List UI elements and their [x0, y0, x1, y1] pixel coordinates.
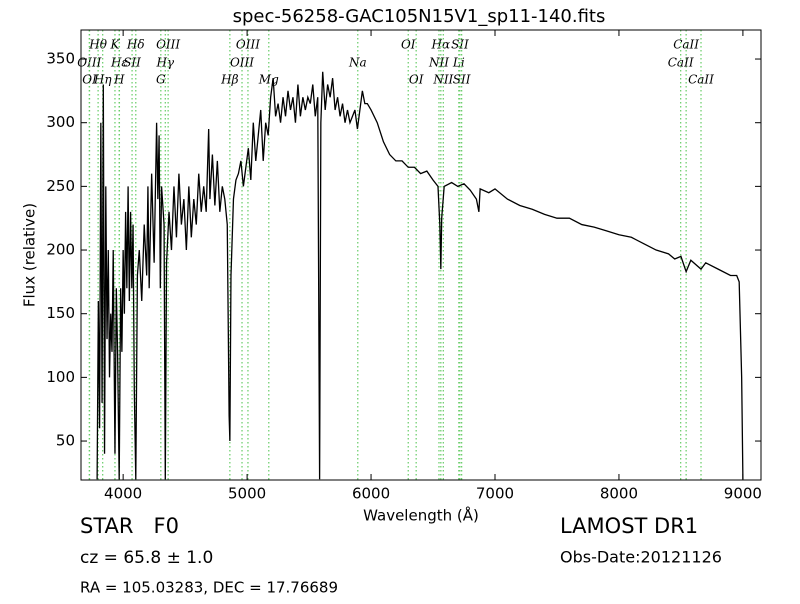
survey: LAMOST DR1: [560, 514, 698, 538]
y-tick-label: 100: [46, 368, 75, 386]
spectral-line-label: OIII: [236, 38, 260, 52]
spectral-line-label: Na: [348, 56, 367, 70]
spectral-line-label: SII: [123, 56, 141, 70]
spectral-line-label: CaII: [668, 56, 694, 70]
spectral-line-label: G: [156, 73, 166, 87]
spectral-line-label: CaII: [688, 73, 714, 87]
spectral-line-label: Mg: [258, 73, 279, 87]
x-tick-label: 4000: [104, 485, 142, 503]
x-tick-label: 7000: [476, 485, 514, 503]
spectrum-line: [96, 71, 744, 480]
y-tick-label: 150: [46, 304, 75, 322]
x-tick-label: 9000: [724, 485, 762, 503]
chart-title: spec-56258-GAC105N15V1_sp11-140.fits: [233, 6, 606, 27]
redshift: cz = 65.8 ± 1.0: [80, 548, 213, 568]
spectral-line-label: SII: [451, 38, 469, 52]
spectral-line-label: OI: [82, 73, 97, 87]
spectral-line-label: Hβ: [220, 73, 238, 87]
y-tick-label: 200: [46, 241, 75, 259]
spectral-line-label: NII: [428, 56, 449, 70]
y-tick-label: 350: [46, 50, 75, 68]
spectral-line-label: NII: [432, 73, 453, 87]
x-tick-label: 8000: [600, 485, 638, 503]
x-axis-label: Wavelength (Å): [363, 506, 479, 525]
spectral-line-label: OI: [409, 73, 424, 87]
y-axis-label: Flux (relative): [21, 203, 39, 307]
spectral-line-label: OIII: [230, 56, 254, 70]
y-tick-label: 300: [46, 113, 75, 131]
obs-date: Obs-Date:20121126: [560, 548, 722, 567]
plot-frame: [80, 29, 762, 481]
spectral-line-label: H: [113, 73, 125, 87]
spectral-line-label: Hγ: [155, 56, 174, 70]
object-class: STAR F0: [80, 514, 179, 538]
spectral-line-label: Hθ: [88, 38, 107, 52]
spectral-line-label: K: [109, 38, 120, 52]
spectral-line-label: OIII: [156, 38, 180, 52]
spectral-line-label: SII: [453, 73, 471, 87]
x-tick-label: 6000: [352, 485, 390, 503]
spectral-line-label: Hη: [93, 73, 112, 87]
y-tick-label: 50: [56, 432, 75, 450]
spectral-line-label: CaII: [673, 38, 699, 52]
spectral-line-label: Hα: [431, 38, 451, 52]
position: RA = 105.03283, DEC = 17.76689: [80, 579, 338, 597]
spectral-line-label: Hδ: [126, 38, 145, 52]
x-tick-label: 5000: [228, 485, 266, 503]
spectral-line-label: Li: [452, 56, 465, 70]
spectral-line-label: OI: [401, 38, 416, 52]
y-tick-label: 250: [46, 177, 75, 195]
